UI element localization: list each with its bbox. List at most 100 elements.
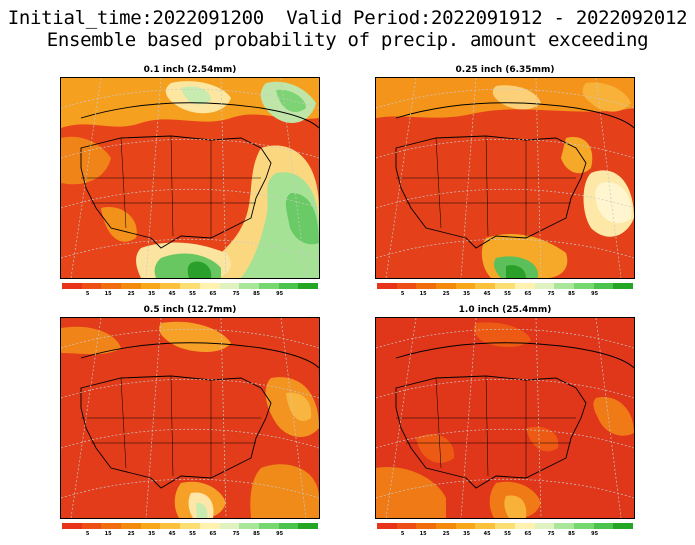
colorbar-label: 5 [400, 291, 405, 297]
colorbar-label: 65 [524, 531, 532, 537]
colorbar-swatch [593, 523, 614, 529]
probability-map [60, 77, 320, 279]
colorbar-swatch [554, 523, 574, 529]
colorbar-label: 35 [148, 291, 156, 297]
colorbar-label: 85 [253, 291, 261, 297]
colorbar-swatch [81, 283, 102, 289]
colorbar-swatch [239, 283, 259, 289]
colorbar-swatch [436, 523, 456, 529]
colorbar-label: 75 [547, 291, 555, 297]
colorbar-swatch [377, 523, 397, 529]
colorbar-swatch [593, 283, 614, 289]
colorbar-swatch [298, 283, 318, 289]
colorbar-label: 25 [442, 531, 450, 537]
colorbar-labels: 5 15 25 35 45 55 65 75 85 95 [377, 291, 633, 299]
colorbar-label: 45 [483, 531, 491, 537]
colorbar-swatch [180, 283, 200, 289]
colorbar-swatch [436, 283, 456, 289]
colorbar-swatch [219, 523, 240, 529]
colorbar-swatch [239, 523, 259, 529]
colorbar-label: 15 [104, 291, 112, 297]
colorbar-label: 35 [463, 291, 471, 297]
colorbar-label: 15 [419, 531, 427, 537]
colorbar-label: 5 [400, 531, 405, 537]
colorbar-label: 55 [504, 291, 512, 297]
colorbar-label: 55 [189, 291, 197, 297]
colorbar-swatch [160, 283, 181, 289]
colorbar-swatch [121, 523, 141, 529]
colorbar-swatch [101, 523, 122, 529]
colorbar-swatch [455, 283, 476, 289]
colorbar-label: 35 [463, 531, 471, 537]
colorbar-label: 75 [232, 291, 240, 297]
colorbar-swatch [62, 523, 82, 529]
colorbar-label: 85 [568, 291, 576, 297]
colorbar-label: 75 [547, 531, 555, 537]
colorbar-label: 85 [568, 531, 576, 537]
colorbar-swatch [199, 523, 220, 529]
colorbar-swatch [121, 283, 141, 289]
colorbar-label: 65 [209, 291, 217, 297]
colorbar-swatch [416, 283, 437, 289]
colorbar-label: 45 [168, 531, 176, 537]
colorbar-swatch [495, 283, 515, 289]
colorbar-swatch [278, 283, 299, 289]
colorbar-swatch [377, 283, 397, 289]
colorbar-swatch [81, 523, 102, 529]
colorbar-swatch [514, 283, 535, 289]
colorbar-label: 65 [209, 531, 217, 537]
colorbar [377, 523, 633, 529]
colorbar-swatch [534, 283, 555, 289]
colorbar-labels: 5 15 25 35 45 55 65 75 85 95 [62, 531, 318, 539]
colorbar-label: 15 [419, 291, 427, 297]
colorbar-label: 45 [168, 291, 176, 297]
colorbar [377, 283, 633, 289]
title-init-valid: Initial_time:2022091200 Valid Period:202… [7, 7, 688, 29]
colorbar-swatch [180, 523, 200, 529]
colorbar-label: 95 [276, 531, 284, 537]
colorbar-swatch [62, 283, 82, 289]
colorbar-swatch [298, 523, 318, 529]
colorbar-swatch [140, 283, 161, 289]
colorbar-swatch [455, 523, 476, 529]
title-description: Ensemble based probability of precip. am… [46, 29, 649, 51]
colorbar-label: 95 [591, 291, 599, 297]
colorbar-swatch [475, 283, 496, 289]
colorbar-label: 55 [189, 531, 197, 537]
probability-map [375, 317, 635, 519]
colorbar-swatch [258, 283, 279, 289]
probability-map [375, 77, 635, 279]
colorbar-label: 95 [591, 531, 599, 537]
panel-title: 0.25 inch (6.35mm) [455, 65, 555, 75]
colorbar-label: 5 [85, 531, 90, 537]
colorbar-swatch [219, 283, 240, 289]
colorbar-swatch [554, 283, 574, 289]
colorbar-labels: 5 15 25 35 45 55 65 75 85 95 [377, 531, 633, 539]
colorbar-labels: 5 15 25 35 45 55 65 75 85 95 [62, 291, 318, 299]
colorbar-swatch [140, 523, 161, 529]
colorbar-label: 5 [85, 291, 90, 297]
colorbar-swatch [396, 283, 417, 289]
colorbar-swatch [495, 523, 515, 529]
panel-title: 0.1 inch (2.54mm) [143, 65, 237, 75]
colorbar-label: 25 [442, 291, 450, 297]
colorbar-swatch [101, 283, 122, 289]
colorbar-label: 85 [253, 531, 261, 537]
colorbar-swatch [160, 523, 181, 529]
colorbar-label: 15 [104, 531, 112, 537]
colorbar-label: 25 [127, 291, 135, 297]
colorbar-swatch [514, 523, 535, 529]
colorbar-label: 55 [504, 531, 512, 537]
colorbar-label: 95 [276, 291, 284, 297]
colorbar-label: 65 [524, 291, 532, 297]
colorbar-swatch [396, 523, 417, 529]
colorbar-label: 45 [483, 291, 491, 297]
colorbar-swatch [278, 523, 299, 529]
colorbar-swatch [199, 283, 220, 289]
colorbar-label: 75 [232, 531, 240, 537]
colorbar-swatch [613, 283, 633, 289]
colorbar [62, 283, 318, 289]
panel-title: 1.0 inch (25.4mm) [458, 305, 552, 315]
colorbar-swatch [475, 523, 496, 529]
colorbar-swatch [258, 523, 279, 529]
